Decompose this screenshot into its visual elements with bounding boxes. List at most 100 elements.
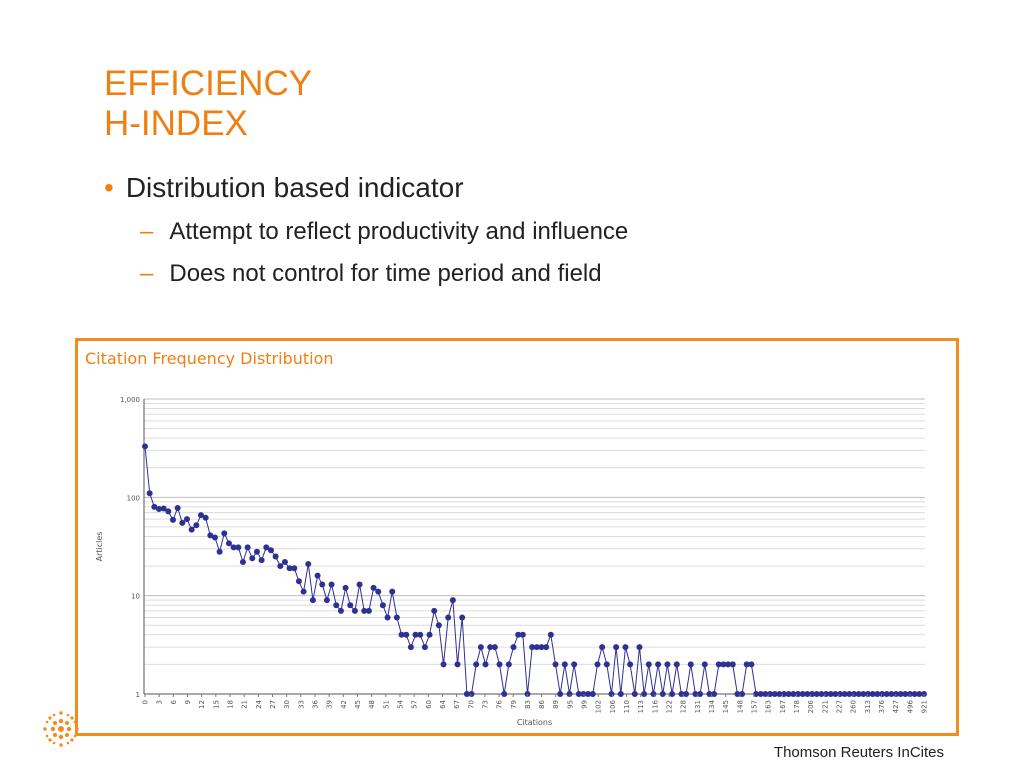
- data-point: [664, 661, 671, 668]
- data-point: [146, 490, 153, 497]
- dash-icon: –: [140, 218, 154, 245]
- x-tick-label: 42: [340, 700, 348, 709]
- data-point: [874, 691, 881, 697]
- data-point: [748, 661, 755, 668]
- x-tick-label: 18: [226, 700, 234, 709]
- data-point: [617, 691, 624, 697]
- data-point: [762, 691, 769, 697]
- data-point: [701, 661, 708, 668]
- x-tick-label: 102: [595, 700, 603, 713]
- data-point: [291, 565, 298, 572]
- data-point: [897, 691, 904, 697]
- data-point: [277, 563, 284, 570]
- data-point: [776, 691, 783, 697]
- data-point: [263, 544, 270, 551]
- bullet-list: • Distribution based indicator – Attempt t…: [104, 172, 628, 288]
- x-tick-label: 157: [751, 700, 759, 713]
- x-tick-label: 227: [836, 700, 844, 713]
- data-point: [650, 691, 657, 697]
- data-point: [142, 443, 148, 450]
- data-point: [235, 544, 242, 551]
- data-point: [319, 581, 326, 588]
- data-point: [529, 644, 536, 651]
- data-point: [370, 584, 377, 591]
- data-point: [641, 691, 648, 697]
- x-tick-label: 260: [850, 700, 858, 713]
- x-tick-label: 24: [255, 699, 263, 708]
- x-tick-label: 39: [326, 700, 334, 709]
- data-point: [211, 534, 218, 541]
- x-tick-label: 496: [906, 699, 914, 713]
- data-point: [281, 558, 288, 565]
- data-point: [491, 644, 498, 651]
- data-point: [407, 644, 414, 651]
- data-point: [347, 602, 354, 609]
- data-point: [445, 614, 452, 621]
- data-point: [230, 544, 237, 551]
- data-point: [799, 691, 806, 697]
- y-tick-label: 1: [136, 691, 140, 699]
- data-point: [375, 588, 382, 595]
- data-point: [435, 622, 442, 629]
- data-point: [720, 661, 727, 668]
- slide-title: EFFICIENCY H-INDEX: [104, 64, 312, 144]
- chart-title: Citation Frequency Distribution: [85, 349, 334, 368]
- data-point: [267, 547, 274, 554]
- x-tick-label: 113: [637, 700, 645, 713]
- x-tick-label: 21: [241, 700, 249, 709]
- data-point: [841, 691, 848, 697]
- x-tick-label: 67: [453, 700, 461, 709]
- data-point: [188, 526, 195, 533]
- x-tick-label: 313: [864, 700, 872, 713]
- data-point: [454, 661, 461, 668]
- data-point: [165, 508, 172, 515]
- x-tick-label: 15: [212, 700, 220, 709]
- data-point: [846, 691, 853, 697]
- data-point: [482, 661, 489, 668]
- data-point: [697, 691, 704, 697]
- data-point: [314, 572, 321, 579]
- x-tick-label: 134: [708, 699, 716, 713]
- data-point: [155, 506, 162, 513]
- data-point: [813, 691, 820, 697]
- x-tick-label: 6: [170, 699, 178, 704]
- data-point: [715, 661, 722, 668]
- data-point: [729, 661, 736, 668]
- x-tick-label: 128: [680, 700, 688, 713]
- x-tick-label: 0: [142, 700, 150, 704]
- data-point: [519, 631, 526, 638]
- data-point: [193, 522, 200, 529]
- data-point: [827, 691, 834, 697]
- dash-icon: –: [140, 260, 154, 287]
- title-line-2: H-INDEX: [104, 104, 248, 143]
- x-tick-label: 33: [297, 700, 305, 709]
- data-point: [179, 519, 186, 526]
- data-point: [221, 530, 228, 537]
- data-point: [323, 597, 330, 604]
- data-point: [552, 661, 559, 668]
- data-point: [468, 691, 475, 697]
- x-tick-label: 83: [524, 700, 532, 709]
- data-point: [757, 691, 764, 697]
- x-tick-label: 79: [510, 700, 518, 709]
- data-point: [739, 691, 746, 697]
- data-point: [888, 691, 895, 697]
- data-point: [342, 584, 349, 591]
- x-tick-label: 3: [156, 700, 164, 704]
- data-point: [286, 565, 293, 572]
- x-tick-label: 73: [481, 700, 489, 709]
- data-point: [855, 691, 862, 697]
- x-tick-label: 48: [368, 700, 376, 709]
- data-point: [379, 602, 386, 609]
- data-point: [832, 691, 839, 697]
- x-tick-label: 206: [807, 699, 815, 713]
- data-point: [683, 691, 690, 697]
- data-point: [183, 516, 190, 523]
- data-point: [575, 691, 582, 697]
- data-point: [883, 691, 890, 697]
- data-point: [753, 691, 760, 697]
- data-point: [622, 644, 629, 651]
- data-point: [239, 558, 246, 565]
- data-point: [627, 661, 634, 668]
